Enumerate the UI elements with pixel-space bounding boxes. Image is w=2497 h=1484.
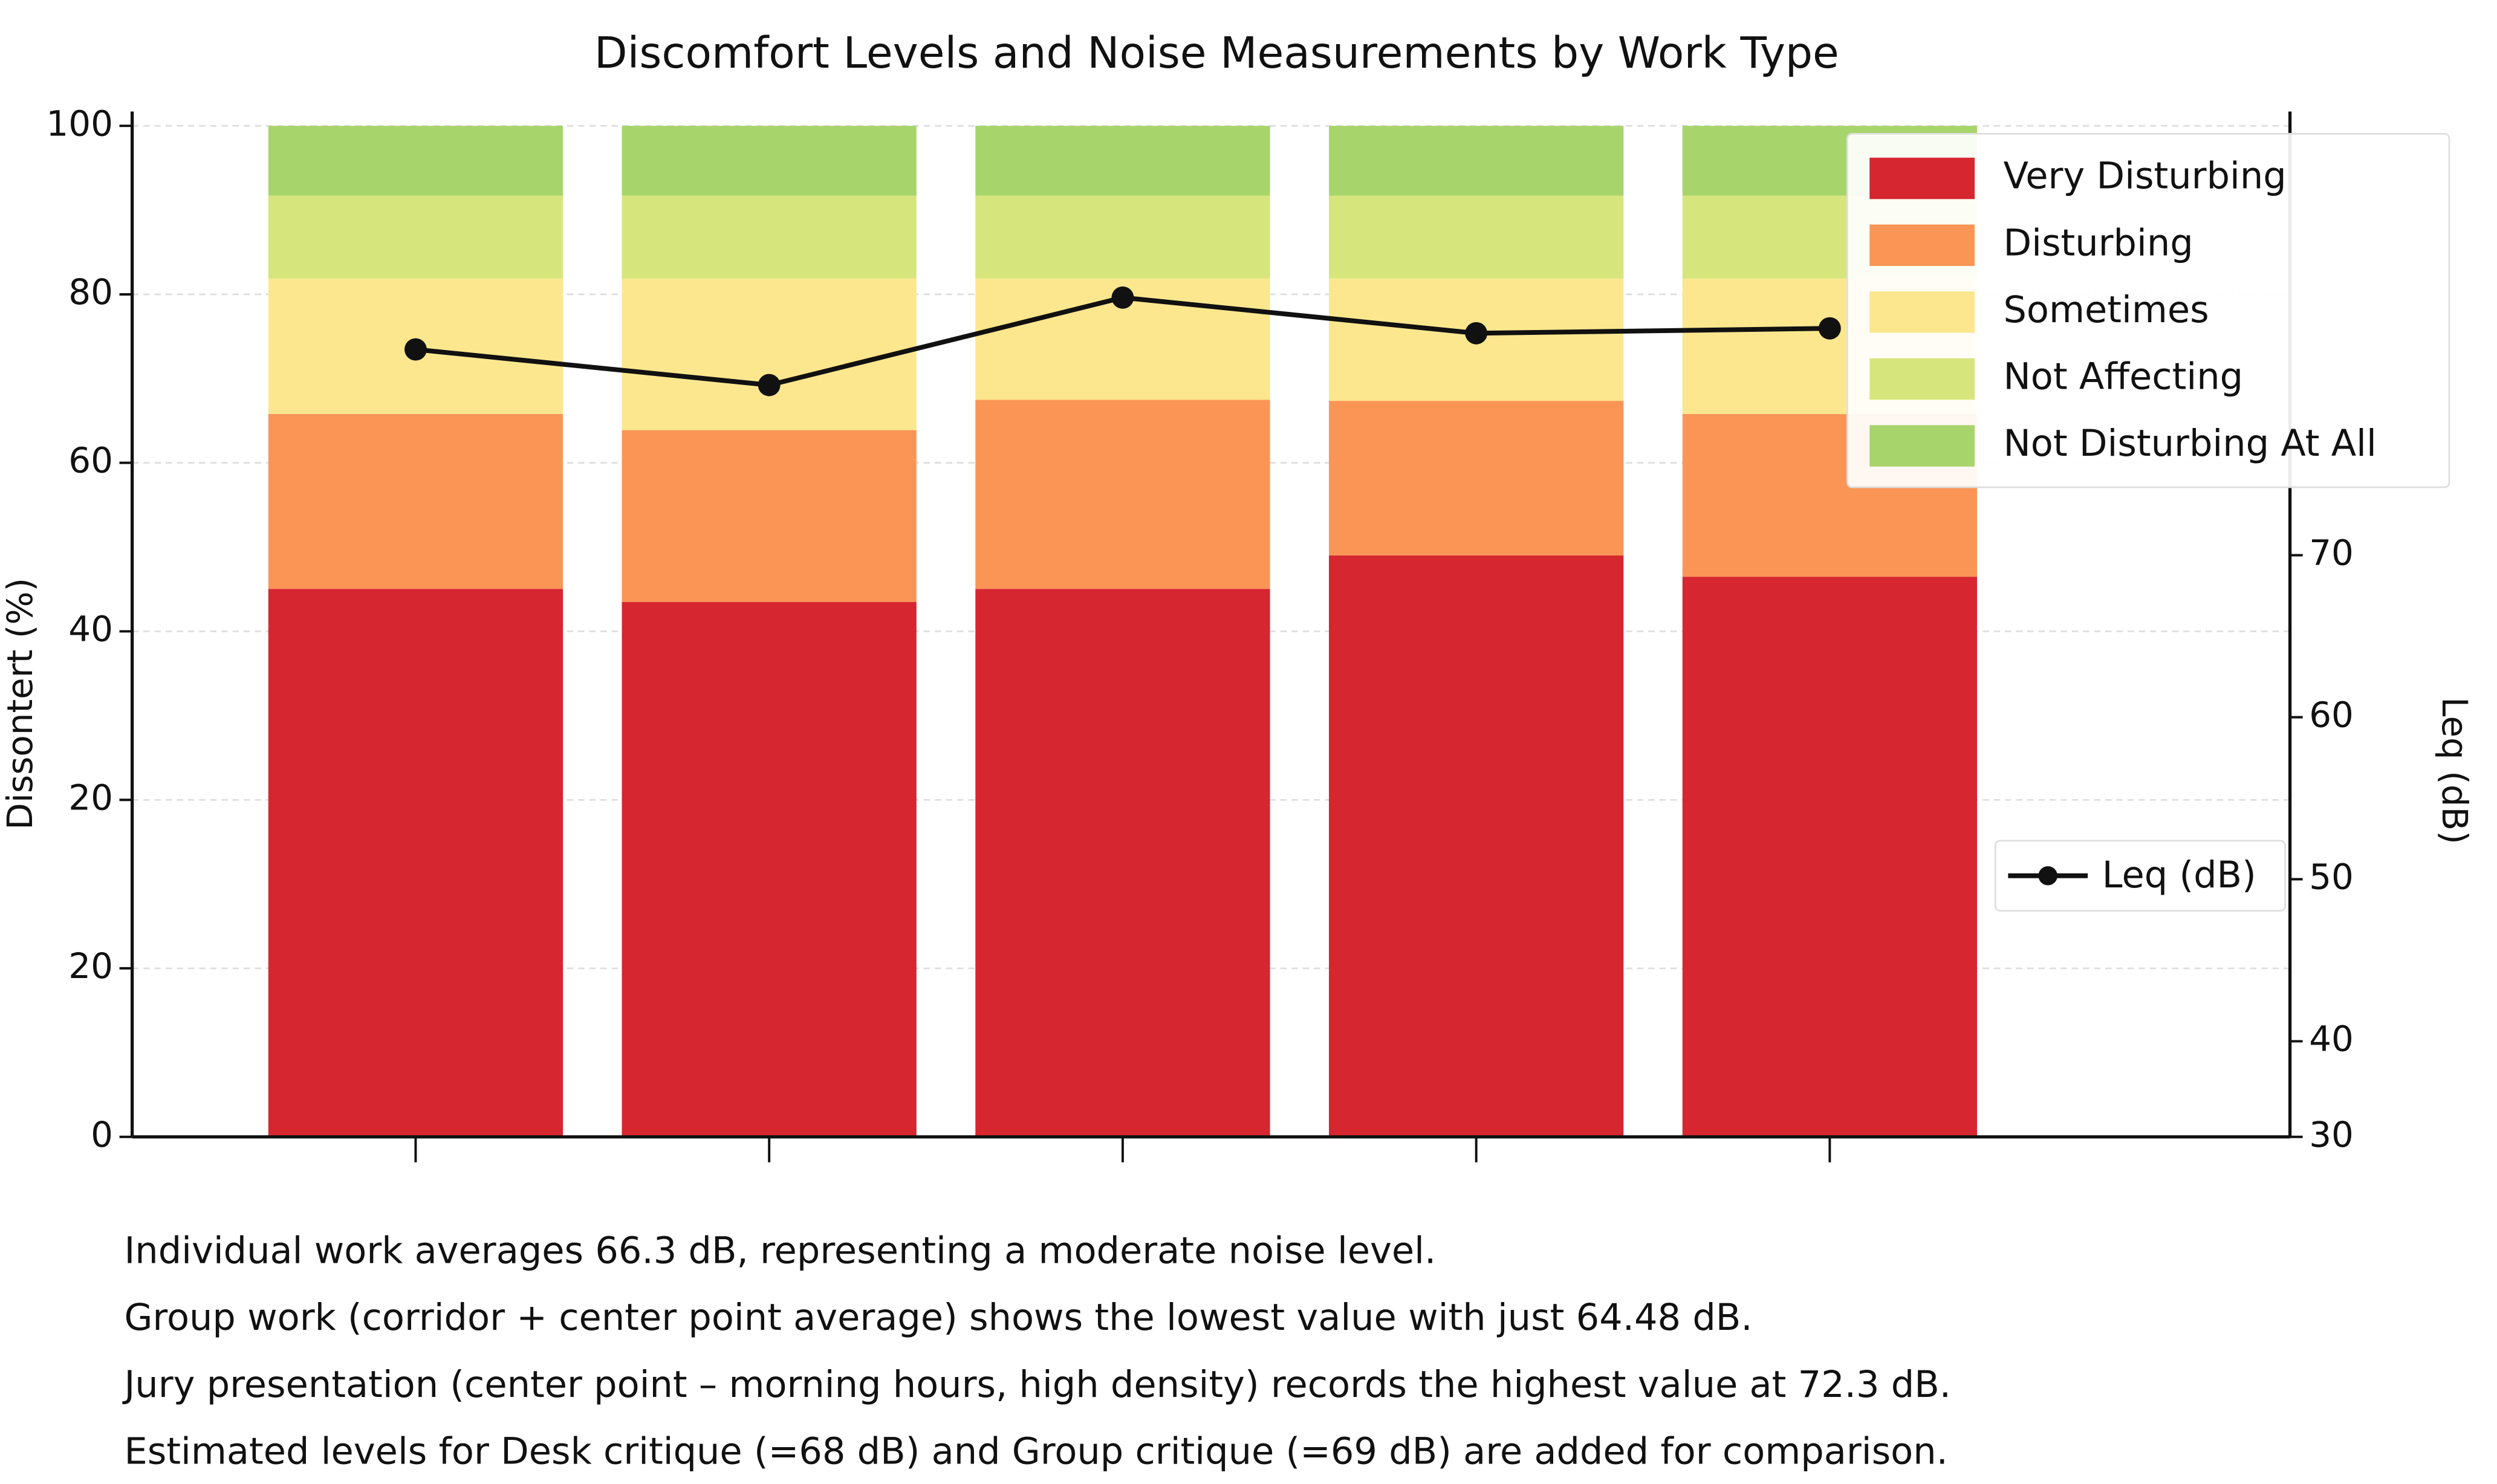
note: Group work (corridor + center point aver… bbox=[124, 1297, 1752, 1339]
y2-tick-label: 70 bbox=[2309, 533, 2354, 574]
note: Individual work averages 66.3 dB, repres… bbox=[124, 1230, 1436, 1272]
legend-box bbox=[1994, 840, 2287, 912]
bar-segment bbox=[268, 589, 563, 1137]
y-tick-label: 100 bbox=[46, 103, 113, 144]
bar-segment bbox=[622, 430, 917, 602]
chart-title: Discomfort Levels and Noise Measurements… bbox=[594, 28, 1839, 78]
legend-marker bbox=[2038, 866, 2058, 886]
line-marker bbox=[758, 374, 781, 397]
y-tick-label: 80 bbox=[68, 271, 113, 313]
bar-segment bbox=[1329, 126, 1624, 196]
bar-segment bbox=[622, 126, 917, 196]
bar-segment bbox=[622, 601, 917, 1137]
bar-segment bbox=[268, 126, 563, 196]
bar-segment bbox=[975, 195, 1270, 279]
y2-tick-label: 40 bbox=[2309, 1019, 2354, 1060]
bar-segment bbox=[975, 126, 1270, 196]
y-tick-label: 60 bbox=[68, 440, 113, 481]
legend-swatch bbox=[1869, 291, 1975, 333]
bar-segment bbox=[622, 195, 917, 279]
note: Estimated levels for Desk critique (=68 … bbox=[124, 1430, 1947, 1473]
y2-axis-label: Leq (dB) bbox=[2434, 697, 2475, 844]
legend-swatch bbox=[1869, 425, 1975, 467]
legend-swatch bbox=[1869, 157, 1975, 199]
bar-segment bbox=[268, 195, 563, 279]
line-marker bbox=[1111, 286, 1134, 309]
legend-label: Disturbing bbox=[2003, 222, 2193, 264]
bar-segment bbox=[975, 400, 1270, 589]
bar-segment bbox=[622, 278, 917, 430]
legend-label: Not Affecting bbox=[2003, 356, 2243, 398]
legend-label: Very Disturbing bbox=[2003, 155, 2286, 198]
line-marker bbox=[1818, 317, 1841, 340]
bar-segment bbox=[268, 413, 563, 589]
legend-swatch bbox=[1869, 224, 1975, 266]
y-axis-label: Dissontert (%) bbox=[0, 578, 41, 830]
bar-segment bbox=[1329, 401, 1624, 556]
y2-tick-label: 60 bbox=[2309, 695, 2354, 736]
y2-tick-label: 50 bbox=[2309, 857, 2354, 898]
legend-label: Not Disturbing At All bbox=[2003, 423, 2376, 465]
legend-label: Leq (dB) bbox=[2102, 854, 2256, 896]
legend-label: Sometimes bbox=[2003, 289, 2209, 331]
legend-swatch bbox=[1869, 358, 1975, 400]
bar-segment bbox=[975, 589, 1270, 1137]
y-tick-label: 20 bbox=[68, 945, 113, 987]
y-tick-label: 20 bbox=[68, 777, 113, 818]
y-tick-label: 40 bbox=[68, 609, 113, 650]
line-marker bbox=[404, 338, 427, 361]
bar-segment bbox=[1682, 577, 1978, 1137]
legend-box bbox=[1846, 133, 2450, 488]
bar-segment bbox=[1329, 195, 1624, 279]
line-marker bbox=[1465, 322, 1488, 345]
note: Jury presentation (center point – mornin… bbox=[122, 1364, 1951, 1406]
y2-tick-label: 30 bbox=[2309, 1114, 2354, 1155]
y-tick-label: 0 bbox=[91, 1114, 113, 1155]
bar-segment bbox=[1329, 556, 1624, 1137]
